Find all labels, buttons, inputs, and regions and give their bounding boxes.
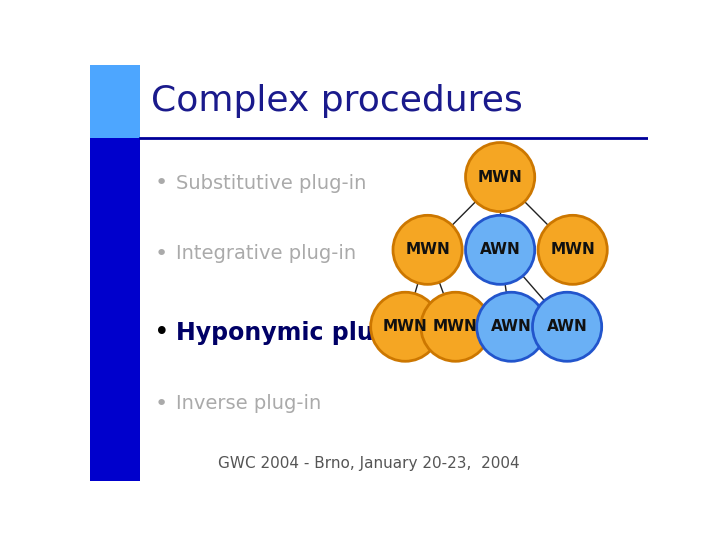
Ellipse shape <box>371 292 440 361</box>
Ellipse shape <box>538 215 607 285</box>
Text: MWN: MWN <box>383 319 428 334</box>
Text: MWN: MWN <box>433 319 478 334</box>
Text: Complex procedures: Complex procedures <box>151 84 523 118</box>
Text: GWC 2004 - Brno, January 20-23,  2004: GWC 2004 - Brno, January 20-23, 2004 <box>218 456 520 471</box>
Bar <box>90 138 140 481</box>
Text: AWN: AWN <box>480 242 521 258</box>
Text: Substitutive plug-in: Substitutive plug-in <box>176 174 367 193</box>
Text: Inverse plug-in: Inverse plug-in <box>176 394 322 413</box>
Ellipse shape <box>393 215 462 285</box>
Text: AWN: AWN <box>546 319 588 334</box>
Text: •: • <box>154 173 168 193</box>
Ellipse shape <box>533 292 602 361</box>
Text: Integrative plug-in: Integrative plug-in <box>176 245 356 264</box>
Text: •: • <box>154 394 168 414</box>
Ellipse shape <box>477 292 546 361</box>
Text: •: • <box>154 320 170 346</box>
Text: AWN: AWN <box>491 319 531 334</box>
Text: •: • <box>154 244 168 264</box>
Ellipse shape <box>466 143 535 212</box>
Text: MWN: MWN <box>550 242 595 258</box>
Bar <box>90 65 140 138</box>
Ellipse shape <box>421 292 490 361</box>
Bar <box>140 65 648 138</box>
Text: MWN: MWN <box>405 242 450 258</box>
Text: MWN: MWN <box>478 170 523 185</box>
Text: Hyponymic plug-in: Hyponymic plug-in <box>176 321 426 345</box>
Ellipse shape <box>466 215 535 285</box>
